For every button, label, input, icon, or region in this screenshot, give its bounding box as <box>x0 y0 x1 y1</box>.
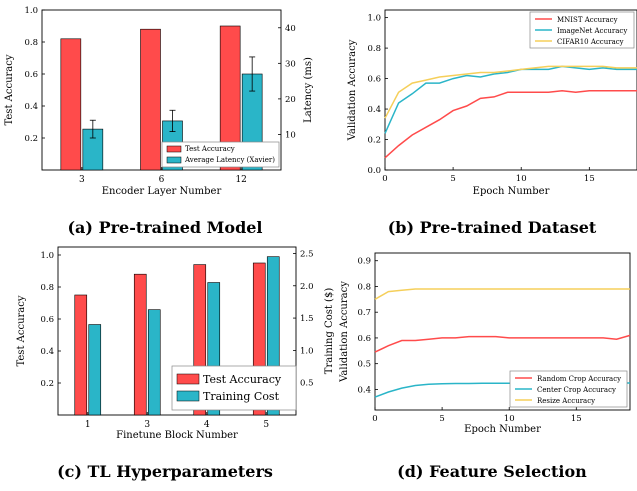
x-tick-label: 12 <box>235 175 246 185</box>
legend-c <box>171 365 297 411</box>
legend-swatch <box>176 373 200 385</box>
y-tick-label: 0.4 <box>40 347 54 357</box>
x-tick-label: 0 <box>382 174 387 184</box>
y-tick-label: 0.2 <box>40 379 54 389</box>
legend-swatch <box>176 390 200 402</box>
y-tick-label: 0.8 <box>24 38 38 48</box>
y-right-tick-label: 20 <box>285 95 296 105</box>
legend-a <box>161 141 280 168</box>
y-right-tick-label: 2.5 <box>300 249 314 259</box>
bar-accuracy <box>140 28 161 171</box>
series-line <box>384 90 637 159</box>
series-line <box>374 288 630 300</box>
plot-frame-b <box>384 9 637 171</box>
x-tick-label: 6 <box>159 175 165 185</box>
bar-accuracy <box>133 273 147 416</box>
x-tick-label: 15 <box>571 414 582 424</box>
legend-label: Resize Accuracy <box>537 397 595 405</box>
y-tick-label: 0.2 <box>24 134 38 144</box>
y-right-tick-label: 0.5 <box>300 379 314 389</box>
y-tick-label: 0.4 <box>24 102 38 112</box>
y-tick-label: 0.7 <box>357 308 371 318</box>
y-tick-label: 0.9 <box>357 257 371 267</box>
series-line <box>374 334 631 353</box>
y-tick-label: 0.8 <box>357 282 371 292</box>
y-right-axis-label-a: Latency (ms) <box>303 57 314 123</box>
y-right-axis-label-c: Training Cost ($) <box>324 288 335 375</box>
y-tick-label: 0.2 <box>367 136 381 146</box>
y-right-tick-label: 1.0 <box>300 346 314 356</box>
caption-a: (a) Pre-trained Model <box>67 218 263 237</box>
y-axis-label-a: Test Accuracy <box>4 54 15 125</box>
y-right-tick-label: 1.5 <box>300 314 314 324</box>
legend-label: Test Accuracy <box>185 145 235 153</box>
y-tick-label: 1.0 <box>24 6 38 16</box>
plot-frame-c <box>57 246 297 416</box>
bar-accuracy <box>74 294 88 416</box>
legend-swatch <box>166 145 182 153</box>
y-axis-label-d: Validation Accuracy <box>339 281 350 383</box>
y-right-tick-label: 40 <box>285 24 296 34</box>
x-tick-label: 10 <box>516 174 527 184</box>
x-tick-label: 1 <box>85 420 91 430</box>
y-axis-label-c: Test Accuracy <box>16 295 27 366</box>
bar-secondary <box>88 324 102 416</box>
series-line <box>384 65 637 134</box>
y-right-tick-label: 30 <box>285 59 296 69</box>
bar-secondary <box>147 309 161 416</box>
plot-frame-d <box>374 252 631 411</box>
x-axis-label-c: Finetune Block Number <box>116 430 238 441</box>
y-right-tick-label: 2.0 <box>300 282 314 292</box>
y-tick-label: 0.8 <box>367 44 381 54</box>
x-tick-label: 10 <box>504 414 515 424</box>
legend-label: Average Latency (Xavier) <box>184 156 275 164</box>
x-tick-label: 5 <box>450 174 455 184</box>
x-tick-label: 4 <box>204 420 210 430</box>
legend-label: CIFAR10 Accuracy <box>557 38 624 46</box>
legend-label: Test Accuracy <box>203 373 282 386</box>
y-axis-label-b: Validation Accuracy <box>347 39 358 141</box>
x-tick-label: 15 <box>584 174 595 184</box>
y-right-tick-label: 10 <box>285 130 296 140</box>
caption-b: (b) Pre-trained Dataset <box>387 218 597 237</box>
chart-a: 0.2 0.4 0.6 0.8 1.0 10 20 30 40 3 6 12 Encoder Layer… <box>4 6 314 197</box>
caption-d: (d) Feature Selection <box>397 462 587 481</box>
y-tick-label: 0.6 <box>40 315 54 325</box>
y-tick-label: 0.8 <box>40 283 54 293</box>
y-tick-label: 0.6 <box>367 75 381 85</box>
x-tick-label: 5 <box>263 420 269 430</box>
chart-d: 0.4 0.5 0.6 0.7 0.8 0.9 0 5 10 15 Epoch Number Vali… <box>339 252 631 435</box>
y-tick-label: 0.0 <box>367 166 381 176</box>
legend-label: ImageNet Accuracy <box>557 27 627 35</box>
legend-label: Center Crop Accuracy <box>537 386 616 394</box>
y-tick-label: 0.5 <box>357 360 371 370</box>
x-tick-label: 0 <box>372 414 377 424</box>
x-axis-label-b: Epoch Number <box>473 186 550 197</box>
legend-label: Random Crop Accuracy <box>537 375 621 383</box>
bar-accuracy <box>219 25 241 171</box>
series-line <box>384 65 637 119</box>
caption-c: (c) TL Hyperparameters <box>57 462 273 481</box>
legend-label: Training Cost <box>203 390 280 403</box>
chart-c: 0.2 0.4 0.6 0.8 1.0 0.5 1.0 1.5 2.0 2.5 1 3 4 5 Finetu… <box>16 246 335 441</box>
y-tick-label: 0.6 <box>24 70 38 80</box>
legend-label: MNIST Accuracy <box>557 16 618 24</box>
chart-b: 0.0 0.2 0.4 0.6 0.8 1.0 0 5 10 15 Epoch Number Vali… <box>347 9 637 197</box>
y-tick-label: 0.4 <box>367 105 381 115</box>
x-axis-label-a: Encoder Layer Number <box>102 186 222 197</box>
x-tick-label: 3 <box>144 420 150 430</box>
y-tick-label: 1.0 <box>40 251 54 261</box>
x-tick-label: 5 <box>439 414 444 424</box>
x-tick-label: 3 <box>79 175 85 185</box>
legend-swatch <box>166 156 182 164</box>
x-axis-label-d: Epoch Number <box>464 424 541 435</box>
y-tick-label: 0.6 <box>357 334 371 344</box>
bar-accuracy <box>60 38 82 171</box>
y-tick-label: 1.0 <box>367 14 381 24</box>
y-tick-label: 0.4 <box>357 385 371 395</box>
